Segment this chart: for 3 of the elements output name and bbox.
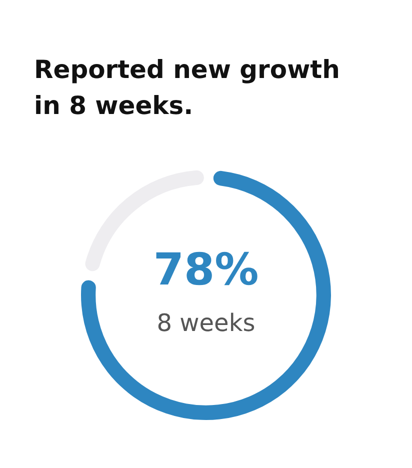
text: 8 weeks	[156, 309, 256, 338]
chart-title: Reported new growth in 8 weeks.	[34, 54, 341, 122]
data-label: 78%	[153, 244, 259, 296]
